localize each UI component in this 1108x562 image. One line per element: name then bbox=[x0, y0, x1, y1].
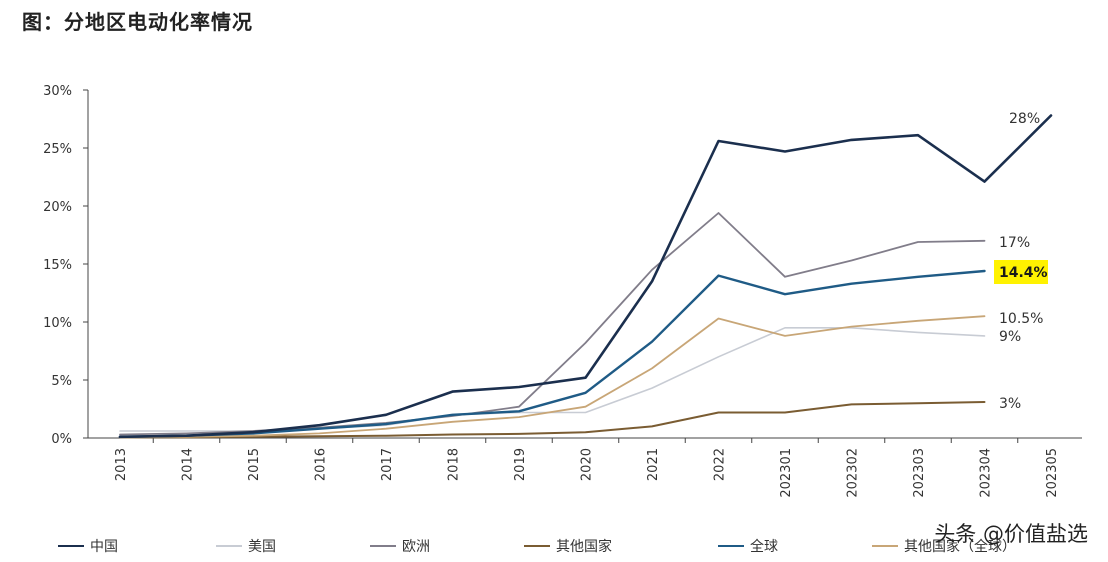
legend-label: 其他国家 bbox=[556, 539, 612, 555]
legend-item: 欧洲 bbox=[370, 536, 430, 556]
legend-item: 其他国家（全球） bbox=[872, 536, 1016, 556]
highlight-box bbox=[994, 260, 1048, 284]
legend-swatch bbox=[216, 545, 242, 547]
x-tick-label: 202301 bbox=[779, 448, 794, 498]
line-chart: 0% 5% 10% 15% 20% 25% 30% 2013 2014 2015 2016 2017… bbox=[43, 84, 1082, 498]
legend-label: 其他国家（全球） bbox=[904, 539, 1016, 555]
legend-item: 全球 bbox=[718, 536, 778, 556]
y-tick-labels: 0% 5% 10% 15% 20% 25% 30% bbox=[43, 84, 88, 447]
x-tick-label: 2020 bbox=[580, 448, 595, 481]
x-tick-label: 2019 bbox=[513, 448, 528, 481]
x-tick-label: 202305 bbox=[1045, 448, 1060, 498]
x-tick-label: 202303 bbox=[912, 448, 927, 498]
legend-item: 美国 bbox=[216, 536, 276, 556]
end-label: 10.5% bbox=[999, 311, 1043, 327]
y-tick-label: 0% bbox=[51, 432, 72, 447]
legend-label: 全球 bbox=[750, 539, 778, 555]
x-tick-label: 2014 bbox=[181, 448, 196, 481]
series-line-4 bbox=[118, 269, 986, 438]
legend-label: 欧洲 bbox=[402, 539, 430, 555]
legend-label: 美国 bbox=[248, 539, 276, 555]
x-tick-label: 2017 bbox=[380, 448, 395, 481]
y-tick-label: 5% bbox=[51, 374, 72, 389]
x-tick-label: 2018 bbox=[447, 448, 462, 481]
legend-label: 中国 bbox=[90, 539, 118, 555]
x-tick-label: 2015 bbox=[247, 448, 262, 481]
legend-swatch bbox=[524, 545, 550, 547]
end-label: 14.4% bbox=[999, 265, 1048, 281]
end-label: 28% bbox=[1009, 111, 1040, 127]
page-title: 图：分地区电动化率情况 bbox=[22, 10, 253, 34]
x-tick-label: 2013 bbox=[114, 448, 129, 481]
legend-swatch bbox=[872, 545, 898, 547]
x-tick-label: 202302 bbox=[846, 448, 861, 498]
series-line-5 bbox=[119, 315, 986, 439]
legend-swatch bbox=[58, 545, 84, 547]
end-labels: 28% 9% 17% 3% 14.4% 10.5% bbox=[994, 111, 1048, 412]
end-label: 3% bbox=[999, 396, 1021, 412]
legend: 中国 美国 欧洲 其他国家 全球 其他国家（全球） bbox=[58, 536, 1108, 556]
x-tick-label: 202304 bbox=[979, 448, 994, 498]
y-tick-label: 25% bbox=[43, 142, 72, 157]
series-line-1 bbox=[119, 327, 986, 432]
series-lines bbox=[118, 114, 1053, 439]
y-tick-label: 10% bbox=[43, 316, 72, 331]
y-tick-label: 15% bbox=[43, 258, 72, 273]
series-line-0 bbox=[118, 114, 1053, 439]
legend-item: 其他国家 bbox=[524, 536, 612, 556]
y-tick-label: 30% bbox=[43, 84, 72, 99]
end-label: 9% bbox=[999, 329, 1021, 345]
series-line-3 bbox=[119, 401, 986, 439]
legend-swatch bbox=[370, 545, 396, 547]
x-tick-label: 2016 bbox=[314, 448, 329, 481]
legend-swatch bbox=[718, 545, 744, 547]
legend-item: 中国 bbox=[58, 536, 118, 556]
chart-axes bbox=[87, 90, 1082, 439]
end-label: 17% bbox=[999, 235, 1030, 251]
y-tick-label: 20% bbox=[43, 200, 72, 215]
watermark: 头条 @价值盐选 bbox=[934, 522, 1088, 546]
x-tick-label: 2022 bbox=[713, 448, 728, 481]
x-tick-labels: 2013 2014 2015 2016 2017 2018 2019 2020 2021 2022… bbox=[114, 438, 1060, 498]
x-tick-label: 2021 bbox=[646, 448, 661, 481]
